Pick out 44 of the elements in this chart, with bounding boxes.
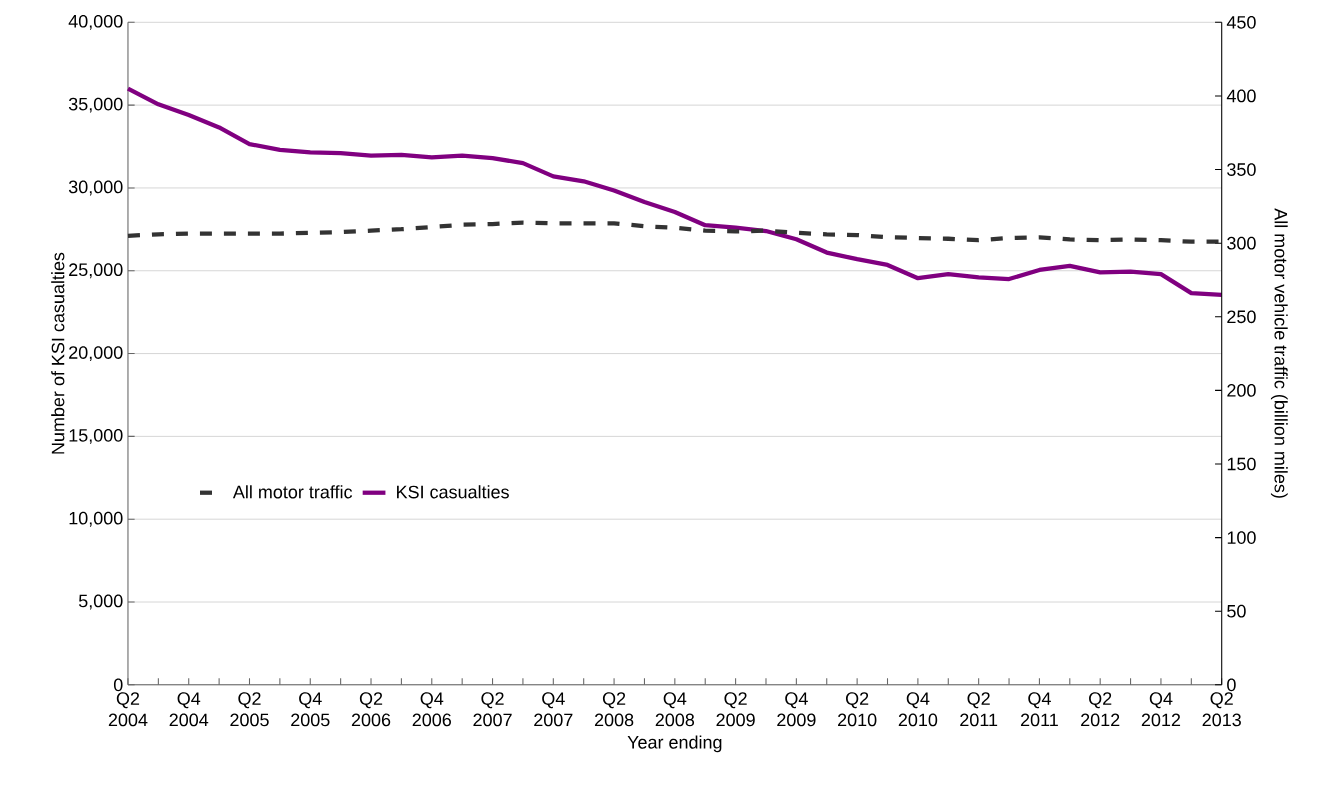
x-tick-label: Q4 2005 (291, 692, 330, 727)
y2-tick-label: 450 (1226, 15, 1256, 29)
y2-tick-label: 250 (1227, 310, 1256, 324)
x-tick-label: Q4 2009 (777, 692, 816, 727)
y2-tick-label: 350 (1227, 163, 1256, 176)
y2-tick-label: 50 (1227, 604, 1246, 618)
y-tick-label: 25,000 (69, 263, 123, 279)
y-tick-label: 30,000 (68, 180, 123, 196)
y-tick-label: 15,000 (69, 428, 123, 444)
y2-tick-label: 200 (1227, 383, 1256, 397)
x-tick-label: Q2 2013 (1202, 692, 1241, 727)
x-tick-label: Q2 2012 (1081, 692, 1120, 727)
y-axis-title: Number of KSI casualties (51, 252, 65, 454)
x-tick-label: Q2 2011 (960, 692, 998, 727)
x-tick-label: Q4 2012 (1141, 692, 1181, 727)
x-tick-label: Q2 2006 (351, 692, 391, 727)
x-tick-label: Q4 2007 (534, 692, 573, 727)
y2-tick-label: 0 (1227, 678, 1236, 692)
y2-tick-label: 300 (1227, 236, 1256, 250)
x-tick-label: Q2 2007 (473, 692, 512, 727)
x-tick-label: Q2 2010 (838, 692, 877, 727)
y-tick-label: 35,000 (68, 97, 123, 113)
y-tick-label: 20,000 (69, 346, 123, 361)
legend-label: KSI casualties (397, 485, 509, 499)
x-tick-label: Q2 2005 (230, 692, 269, 727)
x-tick-label: Q2 2008 (594, 692, 634, 727)
line-series (125, 86, 1224, 297)
x-tick-label: Q4 2010 (898, 692, 938, 727)
y-tick-label: 10,000 (69, 511, 123, 527)
x-tick-label: Q4 2006 (412, 692, 452, 727)
legend-label: All motor traffic (232, 485, 353, 499)
y-tick-label: 0 (113, 678, 123, 692)
x-tick-label: Q4 2004 (169, 692, 209, 727)
y2-tick-label: 150 (1227, 457, 1256, 471)
y2-tick-label: 100 (1227, 531, 1256, 544)
y2-tick-label: 400 (1226, 89, 1256, 103)
y-tick-label: 5,000 (78, 594, 123, 610)
y2-axis-title: All motor vehicle traffic (billion miles) (1270, 208, 1288, 498)
x-axis-title: Year ending (627, 735, 722, 753)
x-tick-label: Q4 2008 (655, 692, 695, 727)
x-tick-label: Q2 2009 (716, 692, 755, 727)
x-tick-label: Q2 2004 (108, 692, 148, 727)
x-tick-label: Q4 2011 (1020, 692, 1058, 727)
y-tick-label: 40,000 (68, 14, 123, 30)
